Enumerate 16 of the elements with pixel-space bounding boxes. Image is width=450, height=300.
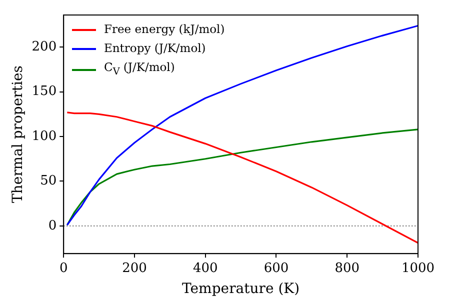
y-tick-label: 0 bbox=[48, 218, 57, 234]
x-tick-label: 400 bbox=[192, 260, 218, 276]
y-axis-title: Thermal properties bbox=[10, 66, 26, 204]
x-tick-label: 0 bbox=[59, 260, 68, 276]
y-tick-label: 100 bbox=[32, 128, 57, 144]
y-tick-label: 200 bbox=[32, 40, 57, 55]
legend-label: Entropy (J/K/mol) bbox=[104, 40, 206, 57]
x-tick-label: 200 bbox=[122, 260, 147, 276]
x-tick-label: 800 bbox=[334, 260, 360, 276]
y-tick-label: 150 bbox=[32, 84, 57, 100]
x-tick-label: 1000 bbox=[401, 260, 435, 276]
legend-label: C$_{V}$ (J/K/mol) bbox=[104, 59, 175, 80]
x-axis-title: Temperature (K) bbox=[182, 281, 300, 298]
legend-label: Free energy (kJ/mol) bbox=[104, 21, 225, 38]
x-tick-label: 600 bbox=[264, 260, 289, 276]
y-tick-label: 50 bbox=[40, 174, 57, 189]
